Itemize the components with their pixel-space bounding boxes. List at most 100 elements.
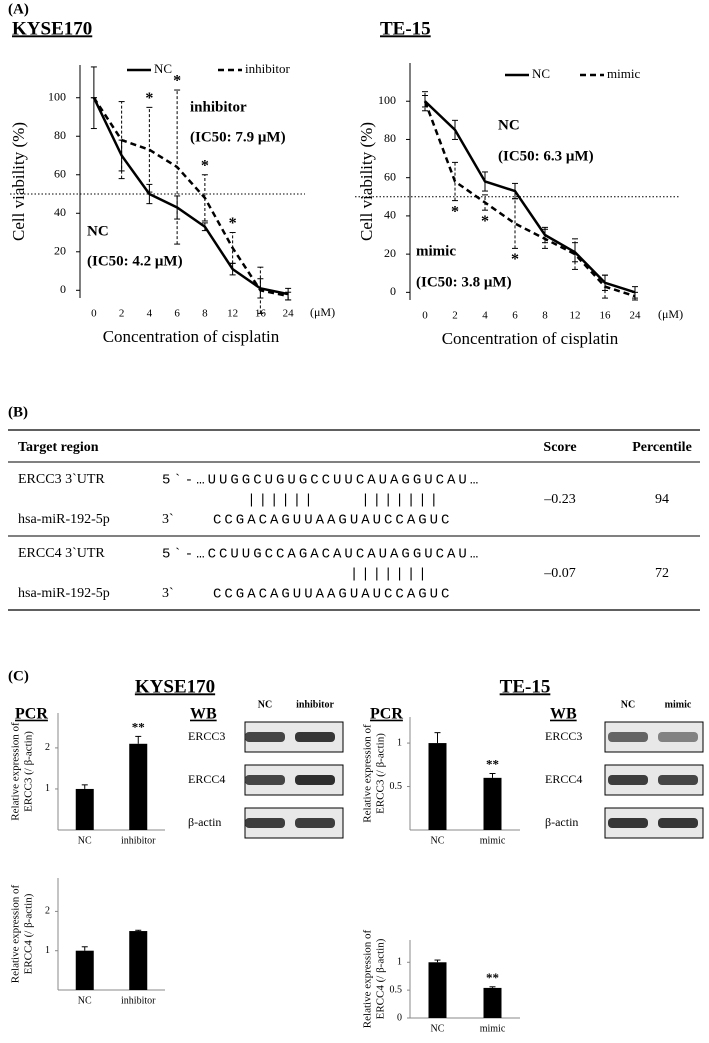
x-tick-label: 8: [542, 310, 548, 322]
protein-label: ERCC4: [188, 772, 225, 786]
x-tick-label: 6: [174, 308, 180, 320]
y-tick-label: 40: [54, 205, 66, 219]
mirna-name: hsa-miR-192-5p: [18, 586, 110, 601]
y-tick-label: 20: [54, 244, 66, 258]
y-axis-label: ERCC4 (/ β-actin): [375, 938, 387, 1019]
x-tick-label: 24: [630, 310, 642, 322]
mirna-sequence: CCGACAGUUAAGUAUCCAGUC: [213, 513, 452, 529]
significance: *: [481, 213, 489, 230]
significance: **: [486, 970, 499, 985]
chart-title: TE-15: [380, 18, 431, 39]
blot-band: [245, 732, 285, 742]
table-header: Percentile: [632, 440, 692, 455]
significance: **: [132, 719, 145, 734]
x-tick-label: inhibitor: [121, 995, 156, 1006]
annotation: (IC50: 6.3 μM): [498, 148, 594, 164]
annotation: (IC50: 3.8 μM): [416, 274, 512, 290]
x-tick-label: 4: [482, 310, 488, 322]
x-tick-label: 4: [147, 308, 153, 320]
y-tick-label: 60: [54, 167, 66, 181]
protein-label: ERCC3: [188, 729, 225, 743]
series-line: [92, 97, 289, 298]
y-tick-label: 1: [45, 945, 50, 956]
y-tick-label: 0: [60, 282, 66, 296]
y-axis-label: Cell viability (%): [9, 122, 28, 241]
lane-label: mimic: [665, 699, 692, 710]
x-tick-label: NC: [78, 835, 92, 846]
x-tick-label: 24: [283, 308, 295, 320]
x-tick-label: 12: [570, 310, 581, 322]
panel-label: (A): [8, 1, 29, 17]
x-tick-label: 16: [600, 310, 612, 322]
y-tick-label: 2: [45, 906, 50, 917]
y-tick-label: 20: [384, 246, 396, 260]
blot-band: [658, 732, 698, 742]
score: –0.07: [543, 566, 576, 581]
blot-band: [608, 818, 648, 828]
wb-title: WB: [190, 706, 217, 723]
section-title: TE-15: [500, 676, 551, 697]
y-axis-label: ERCC3 (/ β-actin): [23, 731, 35, 812]
x-tick-label: 6: [512, 310, 518, 322]
y-axis-label: ERCC3 (/ β-actin): [375, 733, 387, 814]
x-axis-label: Concentration of cisplatin: [442, 329, 619, 348]
bar: [75, 788, 94, 830]
significance: **: [486, 756, 499, 771]
y-axis-label: Relative expression of: [10, 884, 22, 983]
x-tick-label: 2: [452, 310, 458, 322]
lane-label: inhibitor: [296, 699, 334, 710]
mirna-name: hsa-miR-192-5p: [18, 512, 110, 527]
target-name: ERCC4 3`UTR: [18, 546, 105, 561]
target-name: ERCC3 3`UTR: [18, 472, 105, 487]
y-tick-label: 80: [384, 131, 396, 145]
y-tick-label: 0.5: [390, 781, 403, 792]
significance: *: [145, 90, 153, 107]
y-axis-label: Relative expression of: [362, 929, 374, 1028]
y-tick-label: 1: [45, 783, 50, 794]
annotation: NC: [87, 223, 109, 239]
target-sequence: 5`-…CCUUGCCAGACAUCAUAGGUCAU…: [162, 547, 481, 563]
series-line: [423, 100, 636, 298]
annotation: mimic: [416, 243, 456, 259]
bar: [483, 987, 502, 1018]
y-axis-label: Cell viability (%): [357, 122, 376, 241]
score: –0.23: [543, 492, 576, 507]
base-pairing: |||||||: [213, 567, 430, 583]
significance: *: [229, 215, 237, 232]
table-header: Score: [543, 440, 576, 455]
table-header: Target region: [18, 440, 99, 455]
x-tick-label: inhibitor: [121, 835, 156, 846]
y-axis-label: Relative expression of: [362, 724, 374, 823]
mirna-end: 3`: [162, 512, 174, 527]
x-tick-label: NC: [78, 995, 92, 1006]
legend-label: inhibitor: [245, 61, 290, 76]
protein-label: ERCC3: [545, 729, 582, 743]
panel-label: (B): [8, 404, 28, 420]
series-line: [424, 100, 636, 294]
lane-label: NC: [258, 699, 272, 710]
percentile: 94: [655, 492, 669, 507]
blot-band: [295, 818, 335, 828]
annotation: inhibitor: [190, 99, 247, 115]
x-axis-label: Concentration of cisplatin: [103, 327, 280, 346]
x-tick-label: 12: [227, 308, 238, 320]
significance: *: [201, 157, 209, 174]
protein-label: β-actin: [188, 815, 221, 829]
mirna-end: 3`: [162, 586, 174, 601]
blot-band: [295, 775, 335, 785]
percentile: 72: [655, 566, 669, 581]
bar: [129, 931, 148, 990]
x-unit: (μM): [658, 307, 683, 321]
significance: *: [451, 203, 459, 220]
blot-band: [295, 732, 335, 742]
x-tick-label: NC: [431, 835, 445, 846]
target-sequence: 5`-…UUGGCUGUGCCUUCAUAGGUCAU…: [162, 473, 481, 489]
x-tick-label: 0: [91, 308, 97, 320]
blot-band: [245, 818, 285, 828]
y-tick-label: 100: [48, 89, 66, 103]
y-tick-label: 0: [397, 1012, 402, 1023]
y-tick-label: 0: [390, 284, 396, 298]
blot-band: [658, 818, 698, 828]
